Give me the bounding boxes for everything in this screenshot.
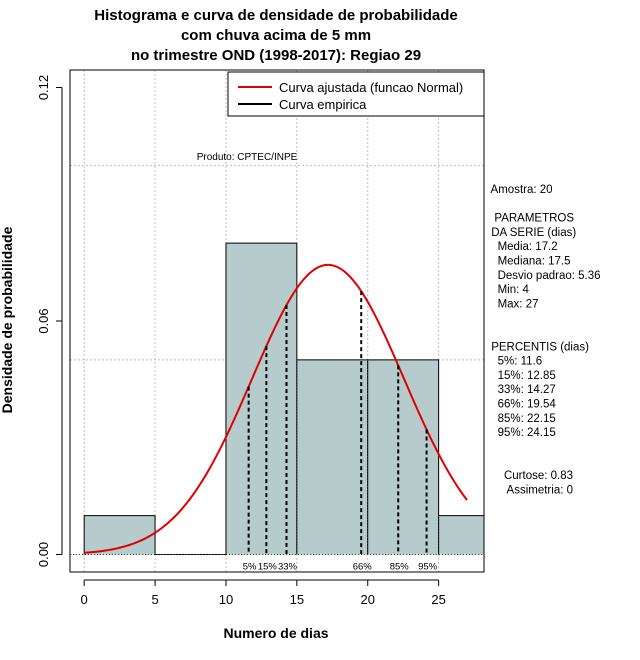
percentile-label: 5% — [243, 561, 257, 572]
x-tick-label: 10 — [219, 592, 233, 607]
percentile-label: 85% — [390, 561, 410, 572]
y-tick-label: 0.00 — [36, 542, 51, 567]
title-line-3: no trimestre OND (1998-2017): Regiao 29 — [131, 47, 421, 64]
title-line-1: Histograma e curva de densidade de proba… — [94, 7, 457, 24]
y-tick-label: 0.12 — [36, 75, 51, 100]
stats-line: Curtose: 0.83 — [488, 470, 573, 482]
percentile-lines: 5% 15% 33% 66% 85% 95% — [243, 291, 438, 572]
x-axis: 0 5 10 15 20 25 — [81, 579, 446, 607]
stats-line: 95%: 24.15 — [488, 427, 556, 439]
stats-line: DA SERIE (dias) — [488, 227, 576, 239]
histogram-bar-edge — [83, 515, 156, 555]
stats-line: 15%: 12.85 — [488, 370, 556, 382]
x-tick-label: 0 — [81, 592, 88, 607]
x-tick-label: 25 — [431, 592, 445, 607]
histogram-bar — [438, 515, 484, 555]
x-tick-label: 5 — [151, 592, 158, 607]
histogram-bar-edge — [367, 359, 440, 555]
credit-text: Produto: CPTEC/INPE — [197, 152, 298, 163]
histogram-bar — [367, 359, 439, 555]
histogram-bars — [70, 242, 484, 555]
histogram-bar — [296, 359, 368, 555]
normal-curve — [84, 263, 468, 554]
legend: Curva ajustada (funcao Normal) Curva empi… — [227, 71, 485, 117]
stats-line: PARAMETROS — [488, 213, 574, 225]
x-tick-label: 15 — [290, 592, 304, 607]
stats-line: Min: 4 — [488, 284, 530, 296]
y-axis: 0.00 0.06 0.12 — [36, 75, 63, 567]
stats-line: PERCENTIS (dias) — [488, 341, 589, 353]
stats-line: 5%: 11.6 — [488, 356, 542, 368]
percentile-label: 66% — [353, 561, 373, 572]
legend-label: Curva empirica — [279, 97, 367, 112]
stats-line: 85%: 22.15 — [488, 413, 556, 425]
stats-line: Assimetria: 0 — [488, 484, 573, 496]
stats-line: 33%: 14.27 — [488, 384, 556, 396]
title-line-2: com chuva acima de 5 mm — [181, 27, 371, 44]
x-tick-label: 20 — [361, 592, 375, 607]
stats-line: 66%: 19.54 — [488, 399, 556, 411]
x-axis-title: Numero de dias — [223, 625, 328, 641]
y-axis-title: Densidade de probabilidade — [0, 226, 15, 413]
plot-frame — [69, 69, 485, 573]
stats-line: Amostra: 20 — [488, 184, 553, 196]
chart-title: Histograma e curva de densidade de proba… — [94, 7, 457, 64]
normal-curve-layer — [84, 263, 468, 554]
stats-line: Max: 27 — [488, 298, 539, 310]
stats-panel: Amostra: 20 PARAMETROS DA SERIE (dias) M… — [488, 184, 601, 496]
stats-line: Media: 17.2 — [488, 241, 558, 253]
percentile-label: 95% — [418, 561, 438, 572]
legend-box — [227, 71, 485, 117]
percentile-label: 33% — [278, 561, 298, 572]
stats-line: Mediana: 17.5 — [488, 256, 570, 268]
histogram-bar — [225, 243, 297, 555]
stats-line: Desvio padrao: 5.36 — [488, 270, 601, 282]
percentile-label: 15% — [258, 561, 278, 572]
y-tick-label: 0.06 — [36, 308, 51, 333]
legend-label: Curva ajustada (funcao Normal) — [279, 80, 463, 95]
